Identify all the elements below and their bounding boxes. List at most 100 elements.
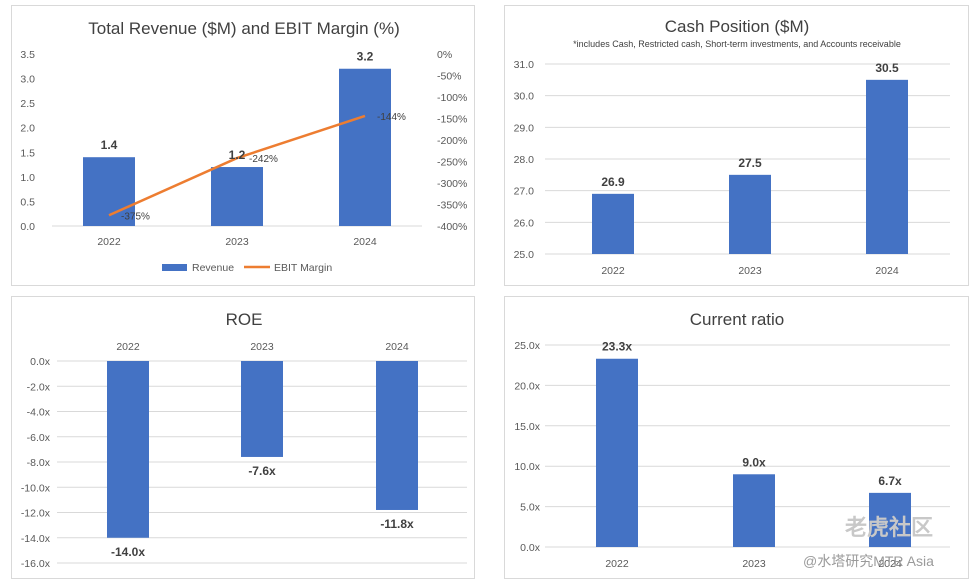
- revenue-y2-tick: -50%: [437, 71, 462, 83]
- roe-y-tick: -2.0x: [27, 381, 51, 393]
- cash-chart-title: Cash Position ($M): [665, 17, 810, 36]
- cash-x-tick: 2023: [738, 265, 762, 277]
- roe-bar-2023: [241, 361, 283, 457]
- legend-revenue-label: Revenue: [192, 262, 234, 274]
- ebit-margin-line: [108, 114, 366, 217]
- ebit-margin-label: -242%: [249, 154, 278, 165]
- cash-y-axis: 25.0 26.0 27.0 28.0 29.0 30.0 31.0: [514, 59, 535, 261]
- revenue-y-tick: 3.5: [20, 49, 35, 61]
- roe-y-tick: 0.0x: [30, 356, 51, 368]
- roe-y-tick: -12.0x: [21, 508, 51, 520]
- cur-bar-2024: [869, 492, 911, 547]
- cur-value-label: 23.3x: [602, 340, 632, 354]
- roe-y-tick: -10.0x: [21, 482, 51, 494]
- cur-y-tick: 20.0x: [514, 380, 540, 392]
- cur-bar-2023: [733, 474, 775, 547]
- cash-value-label: 30.5: [875, 61, 899, 75]
- cash-y-tick: 27.0: [514, 186, 535, 198]
- revenue-value-label: 1.4: [101, 138, 118, 152]
- roe-bar-2024: [376, 361, 418, 510]
- roe-bar-2022: [107, 361, 149, 538]
- watermark-logo-text: 老虎社区: [844, 515, 933, 540]
- revenue-y2-tick: -400%: [437, 221, 467, 233]
- revenue-bars: [83, 68, 391, 226]
- cash-bar-2023: [729, 174, 771, 254]
- revenue-y2-tick: -150%: [437, 114, 467, 126]
- revenue-y2-tick: -350%: [437, 200, 467, 212]
- revenue-y-tick: 2.5: [20, 98, 35, 110]
- revenue-x-tick: 2023: [225, 236, 249, 248]
- roe-y-tick: -4.0x: [27, 407, 51, 419]
- revenue-bar-2023: [211, 167, 263, 226]
- roe-chart: ROE 0.0x -2.0x -4.0x -6.0x -8.0x -10.0x -12.0x…: [21, 310, 467, 570]
- cash-chart: Cash Position ($M) *includes Cash, Restr…: [514, 17, 950, 277]
- roe-x-tick: 2022: [116, 341, 140, 353]
- revenue-y-axis: 0.0 0.5 1.0 1.5 2.0 2.5 3.0 3.5: [20, 49, 35, 233]
- ebit-margin-label: -144%: [377, 112, 406, 123]
- cash-bar-2022: [592, 193, 634, 254]
- cur-value-label: 6.7x: [878, 474, 902, 488]
- roe-x-axis: 2022 2023 2024: [116, 341, 409, 353]
- roe-value-label: -11.8x: [380, 517, 414, 531]
- cur-x-tick: 2022: [605, 558, 629, 570]
- roe-value-label: -14.0x: [111, 545, 145, 559]
- roe-x-tick: 2024: [385, 341, 409, 353]
- cash-x-tick: 2022: [601, 265, 625, 277]
- legend-revenue-swatch: [162, 264, 187, 271]
- cur-bar-2022: [596, 358, 638, 547]
- cur-y-tick: 0.0x: [520, 542, 541, 554]
- current-ratio-bars: [596, 358, 911, 547]
- revenue-y-tick: 3.0: [20, 74, 35, 86]
- current-ratio-chart-title: Current ratio: [690, 310, 784, 329]
- roe-y-tick: -6.0x: [27, 432, 51, 444]
- cash-y-tick: 30.0: [514, 91, 535, 103]
- revenue-chart-title: Total Revenue ($M) and EBIT Margin (%): [88, 19, 399, 38]
- current-ratio-x-axis: 2022 2023 2024: [605, 558, 902, 570]
- revenue-y2-tick: 0%: [437, 49, 452, 61]
- legend-ebit-label: EBIT Margin: [274, 262, 332, 274]
- cash-y-tick: 26.0: [514, 217, 535, 229]
- cur-y-tick: 5.0x: [520, 502, 541, 514]
- roe-y-axis: 0.0x -2.0x -4.0x -6.0x -8.0x -10.0x -12.0x -14.…: [21, 356, 51, 570]
- revenue-legend: Revenue EBIT Margin: [162, 262, 332, 274]
- roe-value-label: -7.6x: [248, 464, 276, 478]
- roe-labels: -14.0x -7.6x -11.8x: [111, 464, 414, 559]
- ebit-margin-label: -375%: [121, 211, 150, 222]
- current-ratio-y-axis: 0.0x 5.0x 10.0x 15.0x 20.0x 25.0x: [514, 340, 540, 554]
- revenue-y2-tick: -200%: [437, 135, 467, 147]
- cash-value-label: 26.9: [601, 175, 625, 189]
- cur-y-tick: 15.0x: [514, 421, 540, 433]
- revenue-y-tick: 0.0: [20, 221, 35, 233]
- revenue-y2-tick: -250%: [437, 157, 467, 169]
- revenue-chart: Total Revenue ($M) and EBIT Margin (%) 0…: [20, 19, 467, 274]
- revenue-y2-axis: 0% -50% -100% -150% -200% -250% -300% -350% -400…: [437, 49, 467, 233]
- revenue-y2-tick: -300%: [437, 178, 467, 190]
- cash-x-tick: 2024: [875, 265, 899, 277]
- revenue-y-tick: 0.5: [20, 196, 35, 208]
- roe-y-tick: -8.0x: [27, 457, 51, 469]
- cash-labels: 26.9 27.5 30.5: [601, 61, 899, 189]
- cash-x-axis: 2022 2023 2024: [601, 265, 899, 277]
- cur-y-tick: 25.0x: [514, 340, 540, 352]
- cur-value-label: 9.0x: [742, 455, 766, 469]
- cur-y-tick: 10.0x: [514, 461, 540, 473]
- current-ratio-chart: Current ratio 0.0x 5.0x 10.0x 15.0x 20.0x 25.…: [514, 310, 950, 570]
- cash-chart-panel: Cash Position ($M) *includes Cash, Restr…: [504, 5, 969, 286]
- revenue-value-label: 1.2: [229, 148, 246, 162]
- cash-bars: [592, 79, 908, 254]
- roe-x-tick: 2023: [250, 341, 274, 353]
- revenue-y2-tick: -100%: [437, 92, 467, 104]
- revenue-y-tick: 1.0: [20, 172, 35, 184]
- current-ratio-labels: 23.3x 9.0x 6.7x: [602, 340, 902, 488]
- roe-y-tick: -14.0x: [21, 533, 51, 545]
- revenue-chart-panel: Total Revenue ($M) and EBIT Margin (%) 0…: [11, 5, 475, 286]
- revenue-labels: 1.4 1.2 3.2 -375% -242% -144%: [101, 50, 406, 223]
- revenue-bar-2024: [339, 68, 391, 226]
- cash-y-tick: 28.0: [514, 154, 535, 166]
- cash-value-label: 27.5: [738, 156, 762, 170]
- roe-bars: [107, 361, 418, 538]
- cash-y-tick: 29.0: [514, 122, 535, 134]
- roe-chart-panel: ROE 0.0x -2.0x -4.0x -6.0x -8.0x -10.0x -12.0x…: [11, 296, 475, 579]
- revenue-x-axis: 2022 2023 2024: [97, 236, 377, 248]
- watermark-handle: @水塔研究MTR Asia: [803, 553, 934, 569]
